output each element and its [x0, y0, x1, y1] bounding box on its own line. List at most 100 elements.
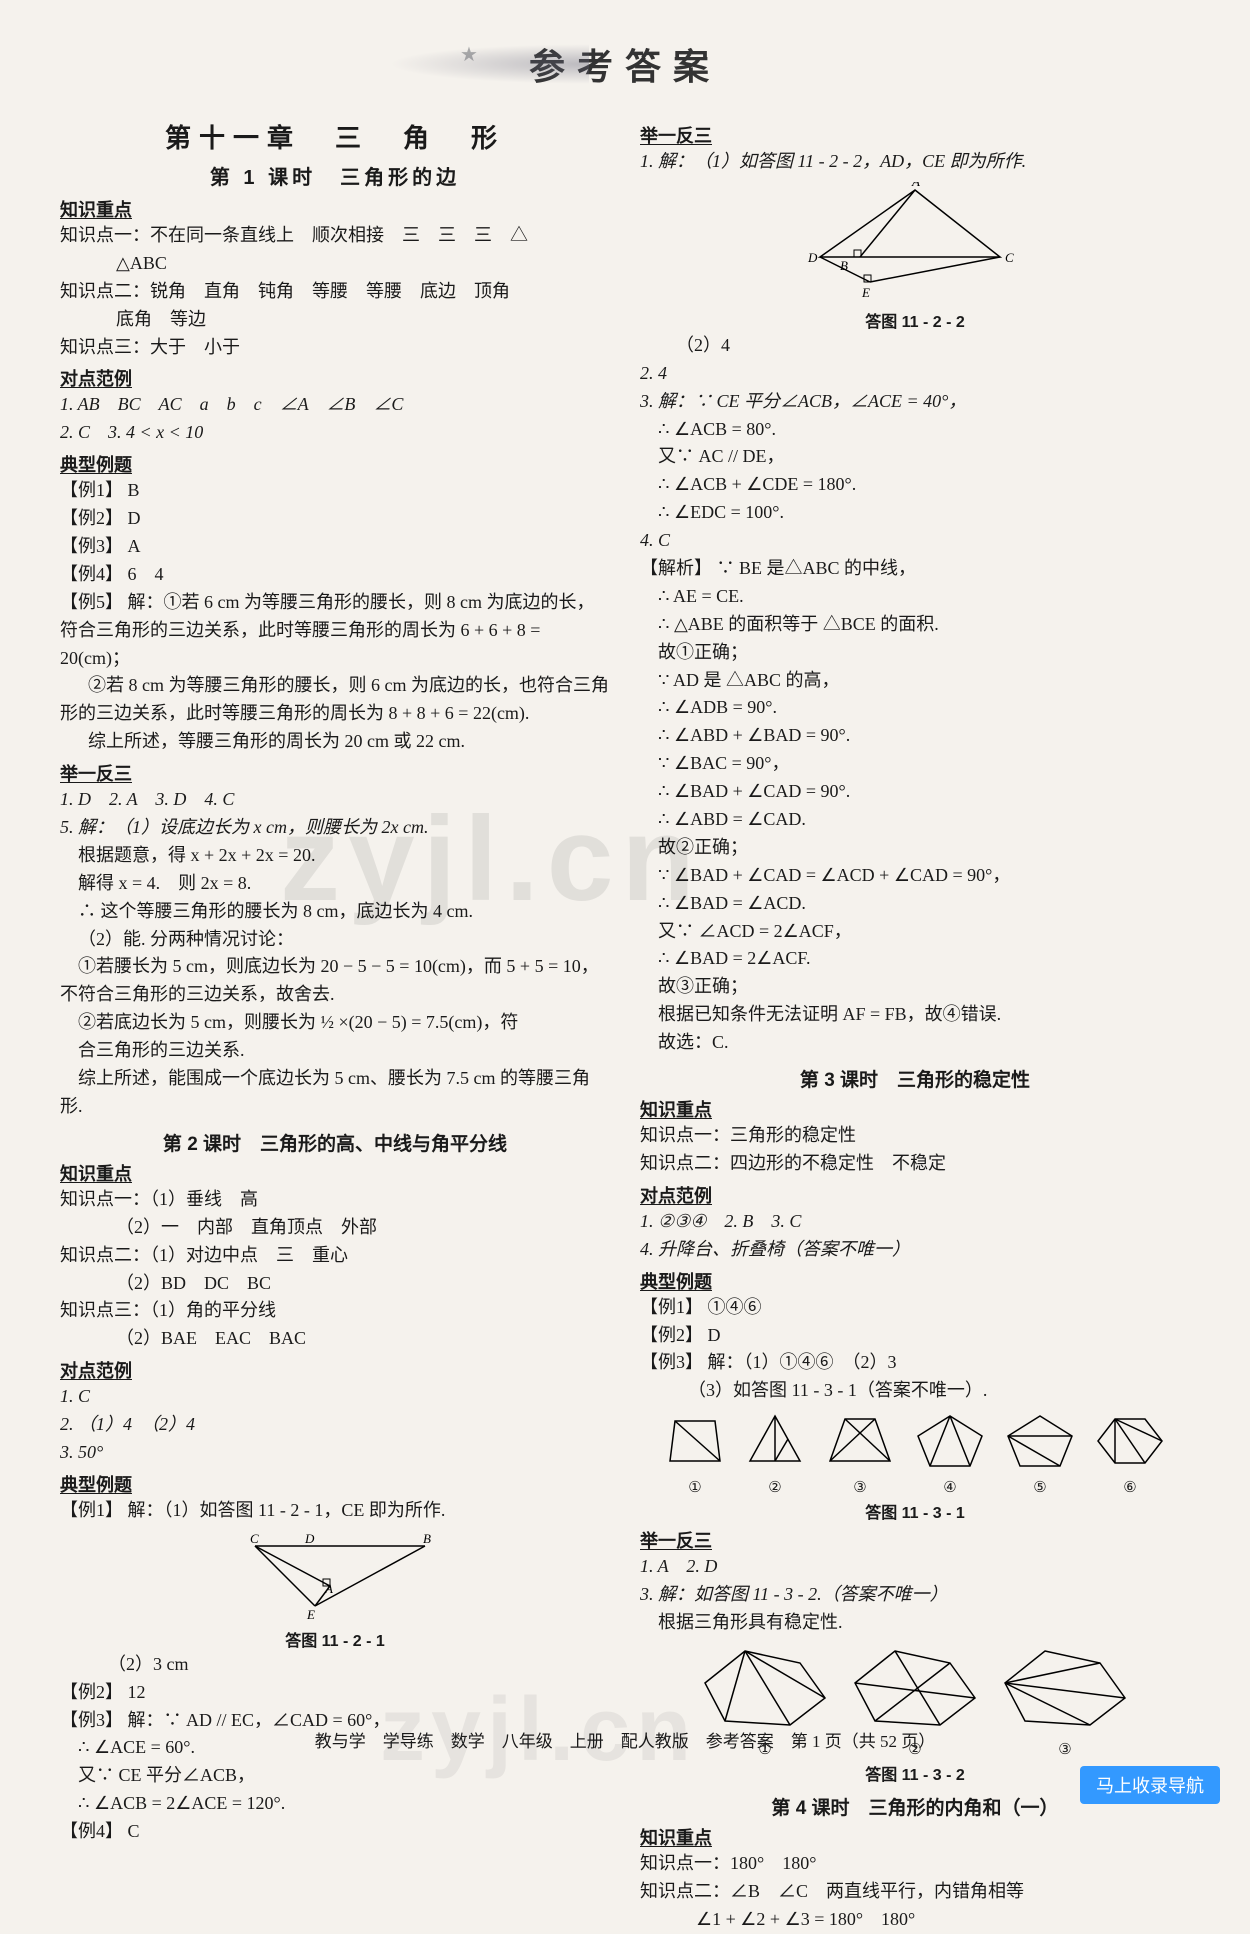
section-juyi: 举一反三 — [640, 122, 1190, 148]
text: 5. 解：（1）设底边长为 x cm，则腰长为 2x cm. — [60, 814, 610, 842]
caption: 答图 11 - 2 - 1 — [60, 1627, 610, 1651]
lesson1-title: 第 1 课时 三角形的边 — [60, 161, 610, 190]
text: ∴ ∠BAD = ∠ACD. — [640, 890, 1190, 918]
left-column: 第十一章 三 角 形 第 1 课时 三角形的边 知识重点 知识点一：不在同一条直… — [60, 118, 610, 1934]
svg-text:C: C — [250, 1531, 259, 1546]
text: ∴ ∠BAD + ∠CAD = 90°. — [640, 778, 1190, 806]
svg-text:C: C — [1005, 250, 1014, 265]
text: 【例2】 D — [60, 505, 610, 533]
text: ∴ ∠ACB = 2∠ACE = 120°. — [60, 1790, 610, 1818]
page-header: ★ 参考答案 — [60, 30, 1190, 98]
text: 知识点二：∠B ∠C 两直线平行，内错角相等 — [640, 1878, 1190, 1906]
text: 知识点一：三角形的稳定性 — [640, 1122, 1190, 1150]
text: 合三角形的三边关系. — [60, 1037, 610, 1065]
caption: 答图 11 - 2 - 2 — [640, 308, 1190, 332]
text: 1. ②③④ 2. B 3. C — [640, 1208, 1190, 1236]
text: ②若底边长为 5 cm，则腰长为 ½ ×(20 − 5) = 7.5(cm)，符 — [60, 1009, 610, 1037]
text: 又∵ CE 平分∠ACB， — [60, 1762, 610, 1790]
text: ∵ AD 是 △ABC 的高， — [640, 667, 1190, 695]
text: 2. C 3. 4 < x < 10 — [60, 419, 610, 447]
text: 故选：C. — [640, 1029, 1190, 1057]
diagram-11-2-1: C D B A E — [225, 1531, 445, 1621]
text: （2）能. 分两种情况讨论： — [60, 926, 610, 954]
section-dianxing: 典型例题 — [640, 1268, 1190, 1294]
svg-text:E: E — [306, 1607, 315, 1621]
text: （2）一 内部 直角顶点 外部 — [60, 1214, 610, 1242]
bottom-badge: 马上收录导航 — [1080, 1766, 1220, 1804]
text: 解得 x = 4. 则 2x = 8. — [60, 870, 610, 898]
text: ∴ ∠ACB = 80°. — [640, 416, 1190, 444]
text: ②若 8 cm 为等腰三角形的腰长，则 6 cm 为底边的长，也符合三角形的三边… — [60, 672, 610, 728]
text: 【例2】 12 — [60, 1679, 610, 1707]
text: （2）BD DC BC — [60, 1270, 610, 1298]
text: △ABC — [60, 250, 610, 278]
text: ∴ ∠ABD = ∠CAD. — [640, 806, 1190, 834]
section-dianxing: 典型例题 — [60, 451, 610, 477]
text: 知识点二：（1）对边中点 三 重心 — [60, 1242, 610, 1270]
text: 【例4】 6 4 — [60, 561, 610, 589]
section-duidian: 对点范例 — [640, 1182, 1190, 1208]
text: 1. 解：（1）如答图 11 - 2 - 2，AD，CE 即为所作. — [640, 148, 1190, 176]
text: ∠1 + ∠2 + ∠3 = 180° 180° — [640, 1906, 1190, 1934]
text: ∴ ∠EDC = 100°. — [640, 499, 1190, 527]
text: 【例1】 B — [60, 477, 610, 505]
section-duidian: 对点范例 — [60, 365, 610, 391]
text: 故①正确； — [640, 639, 1190, 667]
text: 【例2】 D — [640, 1322, 1190, 1350]
text: 【例1】 解：（1）如答图 11 - 2 - 1，CE 即为所作. — [60, 1497, 610, 1525]
caption: 答图 11 - 3 - 1 — [640, 1499, 1190, 1523]
text: 2. 4 — [640, 360, 1190, 388]
text: 【例3】 解：（1）①④⑥ （2）3 — [640, 1349, 1190, 1377]
text: 2. （1）4 （2）4 — [60, 1411, 610, 1439]
text: 知识点一：180° 180° — [640, 1850, 1190, 1878]
section-duidian: 对点范例 — [60, 1357, 610, 1383]
text: ∵ ∠BAD + ∠CAD = ∠ACD + ∠CAD = 90°， — [640, 862, 1190, 890]
text: 故②正确； — [640, 834, 1190, 862]
text: 知识点一：（1）垂线 高 — [60, 1186, 610, 1214]
text: 3. 解：∵ CE 平分∠ACB，∠ACE = 40°， — [640, 388, 1190, 416]
text: ∴ AE = CE. — [640, 583, 1190, 611]
text: 知识点三：大于 小于 — [60, 334, 610, 362]
text: 【例5】 解：①若 6 cm 为等腰三角形的腰长，则 8 cm 为底边的长，符合… — [60, 589, 610, 673]
section-juyi: 举一反三 — [60, 760, 610, 786]
text: 【解析】 ∵ BE 是△ABC 的中线， — [640, 555, 1190, 583]
text: 1. D 2. A 3. D 4. C — [60, 786, 610, 814]
text: 1. A 2. D — [640, 1553, 1190, 1581]
text: 【例3】 A — [60, 533, 610, 561]
chapter-title: 第十一章 三 角 形 — [60, 118, 610, 155]
text: （3）如答图 11 - 3 - 1（答案不唯一）. — [640, 1377, 1190, 1405]
text: 综上所述，等腰三角形的周长为 20 cm 或 22 cm. — [60, 728, 610, 756]
lesson2-title: 第 2 课时 三角形的高、中线与角平分线 — [60, 1129, 610, 1156]
text: 知识点三：（1）角的平分线 — [60, 1297, 610, 1325]
text: ∴ ∠ACB + ∠CDE = 180°. — [640, 471, 1190, 499]
svg-text:B: B — [840, 258, 848, 273]
lesson3-title: 第 3 课时 三角形的稳定性 — [640, 1065, 1190, 1092]
content-columns: 第十一章 三 角 形 第 1 课时 三角形的边 知识重点 知识点一：不在同一条直… — [60, 118, 1190, 1934]
text: ∴ ∠ABD + ∠BAD = 90°. — [640, 722, 1190, 750]
text: ∴ ∠ADB = 90°. — [640, 694, 1190, 722]
text: ∴ 这个等腰三角形的腰长为 8 cm，底边长为 4 cm. — [60, 898, 610, 926]
text: ∴ △ABE 的面积等于 △BCE 的面积. — [640, 611, 1190, 639]
svg-text:A: A — [324, 1581, 333, 1596]
section-juyi: 举一反三 — [640, 1527, 1190, 1553]
text: 知识点二：四边形的不稳定性 不稳定 — [640, 1150, 1190, 1178]
section-zhishi: 知识重点 — [60, 196, 610, 222]
text: 4. C — [640, 527, 1190, 555]
text: 4. 升降台、折叠椅（答案不唯一） — [640, 1236, 1190, 1264]
right-column: 举一反三 1. 解：（1）如答图 11 - 2 - 2，AD，CE 即为所作. … — [640, 118, 1190, 1934]
section-zhishi: 知识重点 — [640, 1096, 1190, 1122]
text: 根据已知条件无法证明 AF = FB，故④错误. — [640, 1001, 1190, 1029]
text: 【例4】 C — [60, 1818, 610, 1846]
text: 底角 等边 — [60, 306, 610, 334]
text: 根据三角形具有稳定性. — [640, 1609, 1190, 1637]
svg-text:A: A — [911, 182, 920, 189]
text: ∵ ∠BAC = 90°， — [640, 750, 1190, 778]
text: 又∵ ∠ACD = 2∠ACF， — [640, 918, 1190, 946]
text: 知识点一：不在同一条直线上 顺次相接 三 三 三 △ — [60, 222, 610, 250]
svg-text:B: B — [423, 1531, 431, 1546]
text: （2）BAE EAC BAC — [60, 1325, 610, 1353]
text: 【例1】 ①④⑥ — [640, 1294, 1190, 1322]
text: ∴ ∠BAD = 2∠ACF. — [640, 945, 1190, 973]
text: 综上所述，能围成一个底边长为 5 cm、腰长为 7.5 cm 的等腰三角形. — [60, 1065, 610, 1121]
text: 根据题意，得 x + 2x + 2x = 20. — [60, 842, 610, 870]
